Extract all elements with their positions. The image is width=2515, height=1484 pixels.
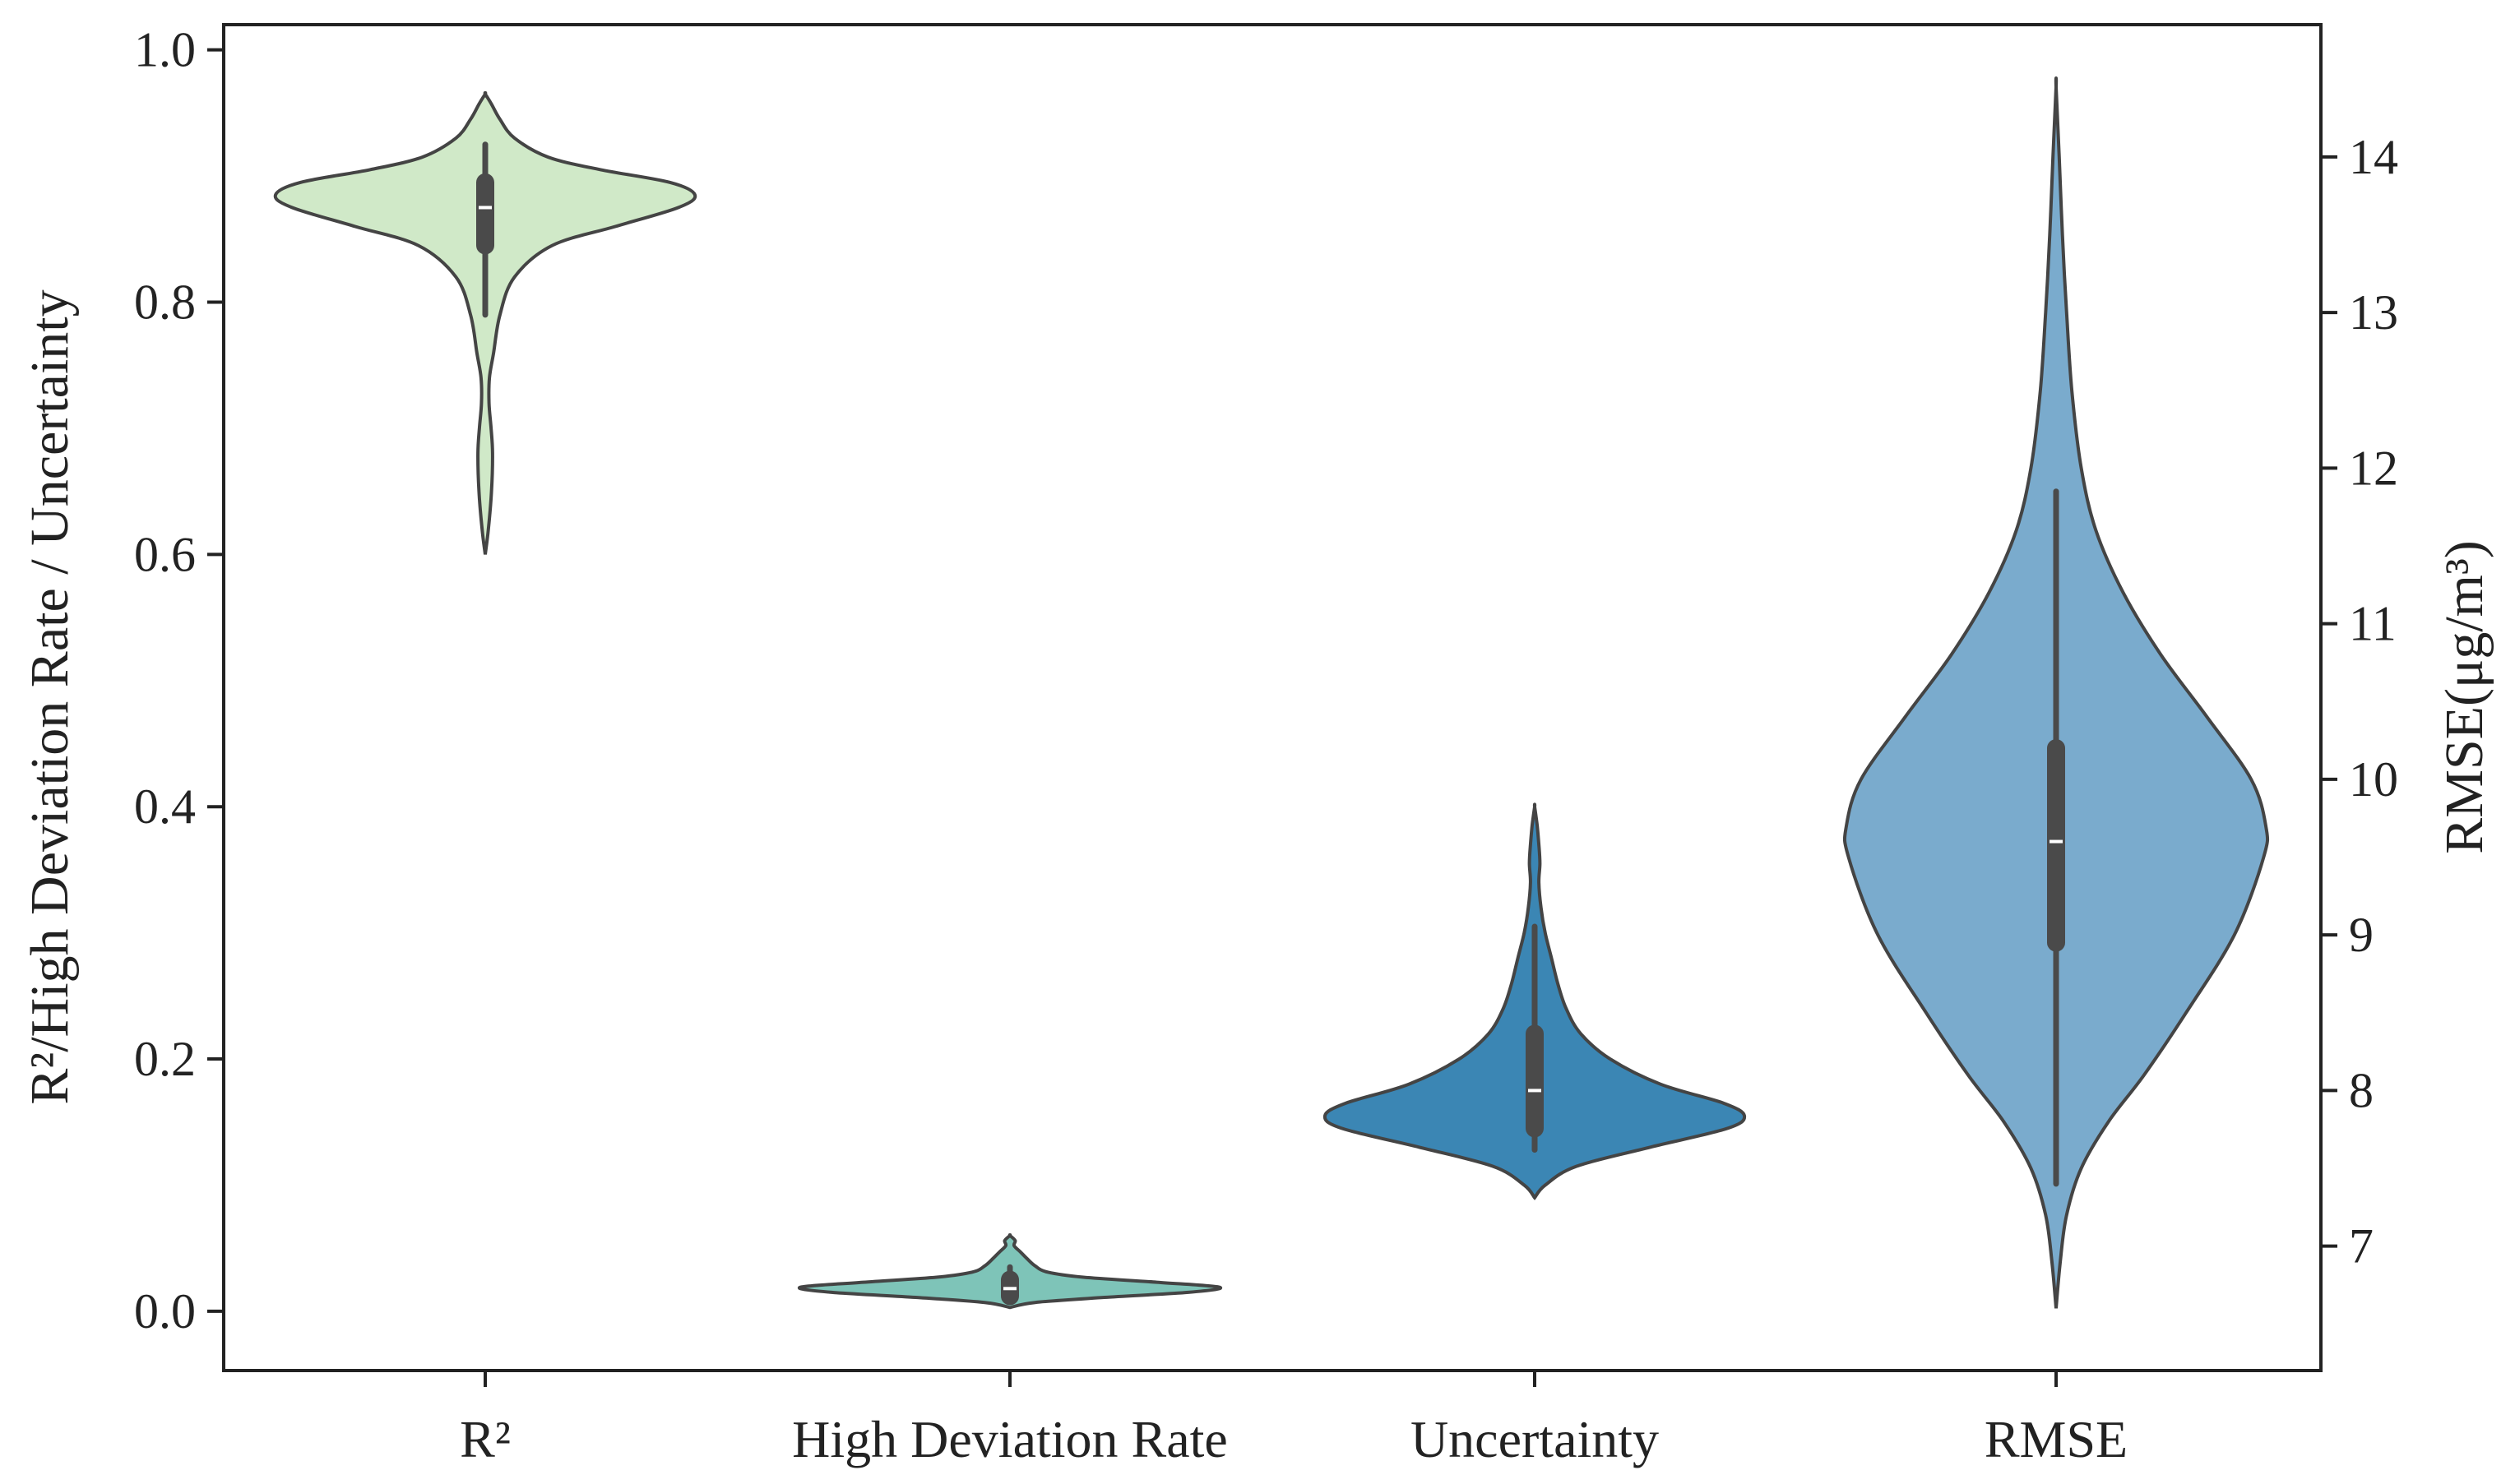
left-tick-label: 0.4 [134, 779, 196, 834]
left-tick-label: 1.0 [134, 23, 196, 77]
x-tick-label: RMSE [1985, 1410, 2128, 1468]
x-tick-label: R² [460, 1410, 511, 1468]
left-tick-label: 0.6 [134, 527, 196, 581]
violin-r [273, 90, 697, 555]
left-tick-label: 0.0 [134, 1284, 196, 1338]
violin-layer [273, 76, 2270, 1310]
left-axis-title: R²/High Deviation Rate / Uncertainty [20, 289, 80, 1104]
right-tick-label: 13 [2349, 285, 2398, 340]
left-axis: 0.0 0.2 0.4 0.6 0.8 1.0 [134, 23, 224, 1338]
right-tick-label: 12 [2349, 441, 2398, 495]
right-axis-title: RMSE(μg/m³) [2434, 540, 2494, 854]
right-tick-label: 8 [2349, 1063, 2374, 1117]
left-tick-label: 0.8 [134, 275, 196, 330]
right-tick-label: 7 [2349, 1219, 2374, 1274]
right-tick-label: 11 [2349, 597, 2397, 651]
right-tick-label: 14 [2349, 130, 2398, 184]
right-axis: 7 8 9 10 11 12 13 14 [2321, 130, 2398, 1274]
left-tick-label: 0.2 [134, 1032, 196, 1086]
plot-frame [222, 23, 2323, 1372]
x-axis: R² High Deviation Rate Uncertainty RMSE [460, 1371, 2128, 1468]
x-tick-label: High Deviation Rate [792, 1410, 1228, 1468]
x-tick-label: Uncertainty [1410, 1410, 1659, 1468]
right-tick-label: 9 [2349, 908, 2374, 962]
right-tick-label: 10 [2349, 752, 2398, 807]
